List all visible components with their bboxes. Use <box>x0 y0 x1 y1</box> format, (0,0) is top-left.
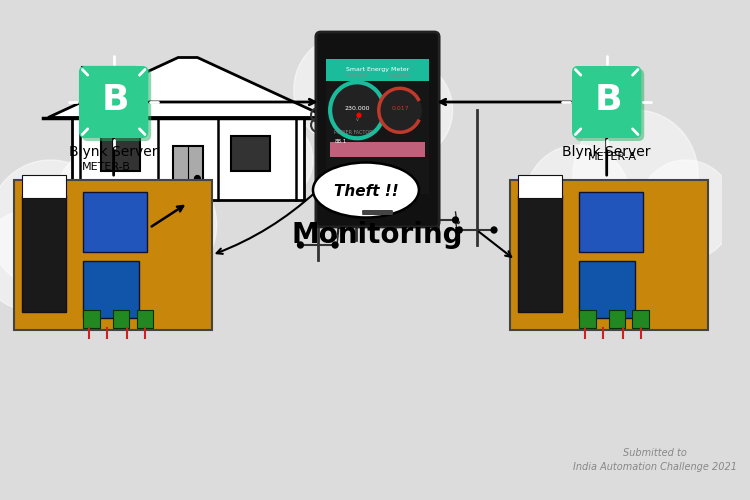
FancyBboxPatch shape <box>83 192 147 252</box>
Circle shape <box>330 82 384 138</box>
Text: Submitted to
India Automation Challenge 2021: Submitted to India Automation Challenge … <box>573 448 736 472</box>
Text: 230.000: 230.000 <box>344 106 370 111</box>
Text: POWER FACTOR: POWER FACTOR <box>334 130 373 134</box>
FancyBboxPatch shape <box>22 194 66 312</box>
FancyBboxPatch shape <box>330 142 425 156</box>
Text: 0.017: 0.017 <box>392 106 409 111</box>
FancyBboxPatch shape <box>510 180 708 330</box>
Circle shape <box>56 145 161 255</box>
FancyBboxPatch shape <box>83 260 139 318</box>
Text: CURRENT: CURRENT <box>388 74 412 79</box>
Polygon shape <box>48 58 328 118</box>
Text: B: B <box>102 83 129 117</box>
Circle shape <box>410 212 415 218</box>
FancyBboxPatch shape <box>72 117 304 200</box>
Text: VOLTAGE: VOLTAGE <box>346 74 368 79</box>
FancyBboxPatch shape <box>79 66 148 138</box>
FancyBboxPatch shape <box>632 310 649 328</box>
FancyBboxPatch shape <box>518 194 562 312</box>
FancyBboxPatch shape <box>579 310 596 328</box>
FancyBboxPatch shape <box>518 175 562 199</box>
Circle shape <box>0 160 113 290</box>
FancyBboxPatch shape <box>579 260 635 318</box>
Circle shape <box>336 222 342 228</box>
Circle shape <box>101 165 217 285</box>
Text: Smart Energy Meter: Smart Energy Meter <box>346 68 409 72</box>
Text: B: B <box>595 83 622 117</box>
FancyBboxPatch shape <box>579 192 643 252</box>
FancyBboxPatch shape <box>326 58 429 194</box>
Circle shape <box>374 212 380 218</box>
Circle shape <box>638 160 734 260</box>
Circle shape <box>491 227 497 233</box>
Circle shape <box>457 227 462 233</box>
Text: METER-B: METER-B <box>82 162 130 172</box>
FancyBboxPatch shape <box>112 310 129 328</box>
FancyBboxPatch shape <box>100 136 140 172</box>
Circle shape <box>357 114 361 117</box>
Circle shape <box>194 176 200 182</box>
FancyBboxPatch shape <box>326 58 429 82</box>
FancyBboxPatch shape <box>14 180 212 330</box>
Text: v: v <box>356 117 358 122</box>
FancyBboxPatch shape <box>231 136 270 172</box>
Circle shape <box>418 217 424 223</box>
Ellipse shape <box>313 162 419 218</box>
Circle shape <box>370 222 376 228</box>
Circle shape <box>173 95 260 185</box>
Circle shape <box>356 60 452 160</box>
Text: Blynk Server: Blynk Server <box>70 145 158 159</box>
FancyBboxPatch shape <box>316 32 440 227</box>
FancyBboxPatch shape <box>575 69 644 141</box>
FancyBboxPatch shape <box>82 67 135 106</box>
Circle shape <box>573 110 698 240</box>
Circle shape <box>379 88 422 132</box>
FancyBboxPatch shape <box>362 210 393 215</box>
FancyBboxPatch shape <box>572 66 641 138</box>
Text: Monitoring: Monitoring <box>292 221 464 249</box>
Circle shape <box>298 242 303 248</box>
FancyBboxPatch shape <box>82 69 152 141</box>
FancyBboxPatch shape <box>83 310 100 328</box>
Circle shape <box>236 120 313 200</box>
FancyBboxPatch shape <box>173 146 202 201</box>
Text: Theft !!: Theft !! <box>334 184 398 200</box>
Circle shape <box>332 242 338 248</box>
Text: Blynk Server: Blynk Server <box>562 145 651 159</box>
Circle shape <box>525 145 631 255</box>
Circle shape <box>294 35 400 145</box>
FancyBboxPatch shape <box>609 310 625 328</box>
Text: 88.1: 88.1 <box>334 138 346 143</box>
FancyBboxPatch shape <box>22 175 66 199</box>
FancyBboxPatch shape <box>136 310 153 328</box>
Text: METER-A: METER-A <box>587 152 637 162</box>
Circle shape <box>0 210 77 310</box>
Circle shape <box>452 217 458 223</box>
